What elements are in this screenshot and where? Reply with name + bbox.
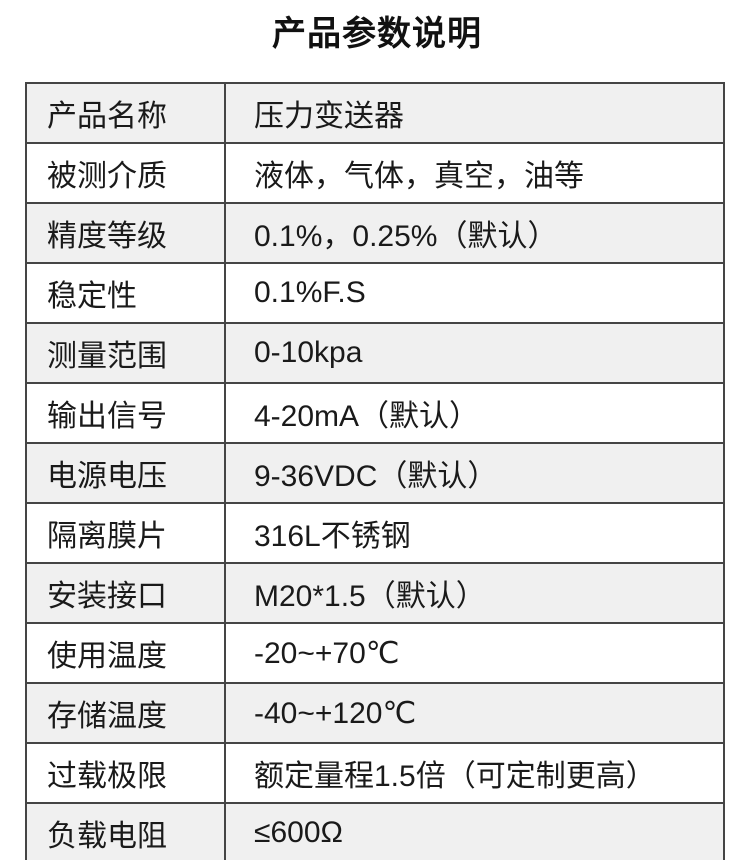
row-label: 测量范围 xyxy=(25,322,226,384)
table-row: 测量范围 0-10kpa xyxy=(25,322,725,384)
table-row: 被测介质 液体，气体，真空，油等 xyxy=(25,142,725,204)
row-label: 电源电压 xyxy=(25,442,226,504)
row-label: 输出信号 xyxy=(25,382,226,444)
row-label: 被测介质 xyxy=(25,142,226,204)
table-row: 产品名称 压力变送器 xyxy=(25,82,725,144)
row-value: -20~+70℃ xyxy=(224,622,725,684)
row-value: 0.1%F.S xyxy=(224,262,725,324)
row-label: 存储温度 xyxy=(25,682,226,744)
table-row: 隔离膜片 316L不锈钢 xyxy=(25,502,725,564)
row-value: ≤600Ω xyxy=(224,802,725,860)
row-value: M20*1.5（默认） xyxy=(224,562,725,624)
table-row: 电源电压 9-36VDC（默认） xyxy=(25,442,725,504)
page-title: 产品参数说明 xyxy=(272,15,482,53)
table-row: 稳定性 0.1%F.S xyxy=(25,262,725,324)
row-value: 4-20mA（默认） xyxy=(224,382,725,444)
row-value: 0.1%，0.25%（默认） xyxy=(224,202,725,264)
row-label: 安装接口 xyxy=(25,562,226,624)
spec-table-body: 产品名称 压力变送器 被测介质 液体，气体，真空，油等 精度等级 0.1%，0.25%（默… xyxy=(25,82,725,860)
table-row: 使用温度 -20~+70℃ xyxy=(25,622,725,684)
row-label: 精度等级 xyxy=(25,202,226,264)
row-label: 负载电阻 xyxy=(25,802,226,860)
row-label: 过载极限 xyxy=(25,742,226,804)
row-label: 产品名称 xyxy=(25,82,226,144)
row-value: 液体，气体，真空，油等 xyxy=(224,142,725,204)
table-row: 负载电阻 ≤600Ω xyxy=(25,802,725,860)
row-label: 使用温度 xyxy=(25,622,226,684)
table-row: 精度等级 0.1%，0.25%（默认） xyxy=(25,202,725,264)
table-row: 输出信号 4-20mA（默认） xyxy=(25,382,725,444)
row-value: 0-10kpa xyxy=(224,322,725,384)
table-row: 存储温度 -40~+120℃ xyxy=(25,682,725,744)
table-row: 安装接口 M20*1.5（默认） xyxy=(25,562,725,624)
row-value: 额定量程1.5倍（可定制更高） xyxy=(224,742,725,804)
row-value: 316L不锈钢 xyxy=(224,502,725,564)
row-value: -40~+120℃ xyxy=(224,682,725,744)
row-label: 隔离膜片 xyxy=(25,502,226,564)
row-value: 压力变送器 xyxy=(224,82,725,144)
spec-table: 产品名称 压力变送器 被测介质 液体，气体，真空，油等 精度等级 0.1%，0.25%（默… xyxy=(25,82,725,860)
row-value: 9-36VDC（默认） xyxy=(224,442,725,504)
row-label: 稳定性 xyxy=(25,262,226,324)
table-row: 过载极限 额定量程1.5倍（可定制更高） xyxy=(25,742,725,804)
